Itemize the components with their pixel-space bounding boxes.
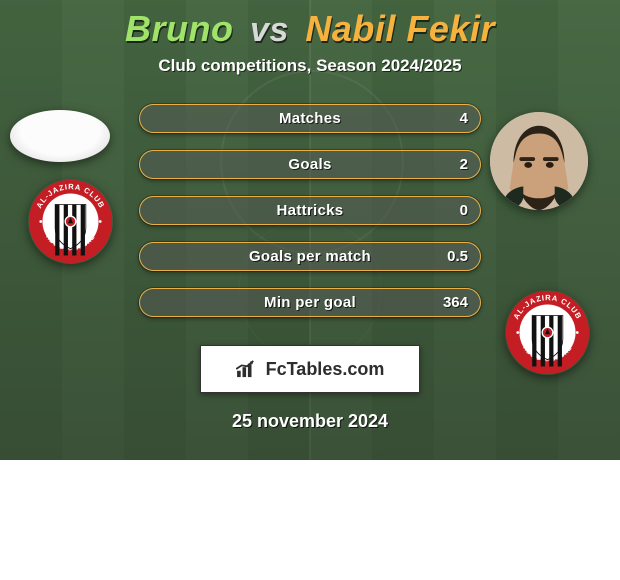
subtitle: Club competitions, Season 2024/2025 (0, 56, 620, 76)
stats-list: Matches 4 Goals 2 Hattricks 0 Goals per … (139, 104, 481, 317)
stat-row-matches: Matches 4 (139, 104, 481, 133)
player2-avatar (490, 112, 588, 210)
site-badge: FcTables.com (200, 345, 420, 393)
stat-label: Goals per match (249, 248, 371, 265)
stat-row-goals: Goals 2 (139, 150, 481, 179)
club-crest-icon (505, 290, 590, 375)
stat-label: Goals (288, 156, 331, 173)
stat-right-value: 0.5 (447, 243, 468, 270)
face-icon (490, 112, 588, 210)
stat-label: Hattricks (277, 202, 344, 219)
player2-club-crest (505, 290, 590, 375)
stat-row-goals-per-match: Goals per match 0.5 (139, 242, 481, 271)
stat-right-value: 2 (460, 151, 468, 178)
site-name: FcTables.com (266, 359, 385, 380)
comparison-title: Bruno vs Nabil Fekir (0, 0, 620, 50)
date-label: 25 november 2024 (0, 411, 620, 432)
bottom-white-panel (0, 460, 620, 580)
player1-name: Bruno (125, 8, 233, 49)
stat-right-value: 0 (460, 197, 468, 224)
player2-name: Nabil Fekir (305, 8, 495, 49)
stat-label: Min per goal (264, 294, 356, 311)
stat-label: Matches (279, 110, 341, 127)
stat-row-hattricks: Hattricks 0 (139, 196, 481, 225)
stat-right-value: 364 (443, 289, 468, 316)
stat-right-value: 4 (460, 105, 468, 132)
stat-row-min-per-goal: Min per goal 364 (139, 288, 481, 317)
bar-chart-icon (236, 360, 258, 378)
player1-club-crest (28, 179, 113, 264)
player1-avatar (10, 110, 110, 162)
club-crest-icon (28, 179, 113, 264)
vs-label: vs (250, 11, 289, 49)
